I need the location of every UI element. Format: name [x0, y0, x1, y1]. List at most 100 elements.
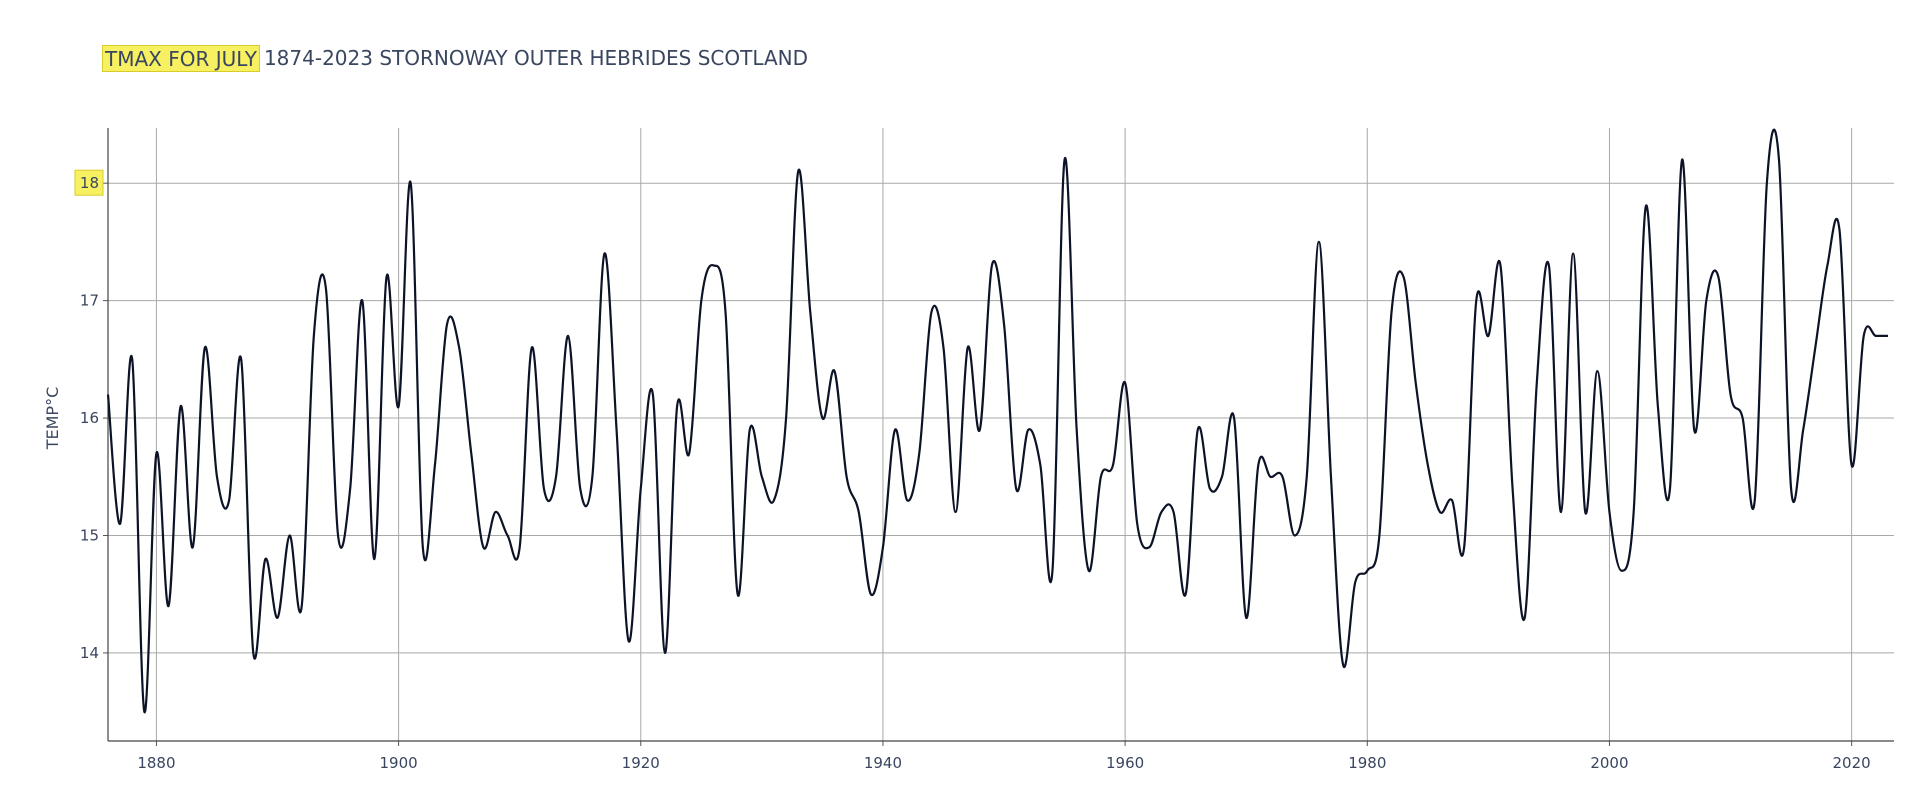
data-point: [1052, 570, 1054, 572]
data-point: [1330, 476, 1332, 478]
data-point: [1003, 323, 1005, 325]
data-point: [265, 558, 267, 560]
data-point: [1863, 335, 1865, 337]
data-point: [1500, 265, 1502, 267]
data-point: [1475, 300, 1477, 302]
data-point: [1027, 429, 1029, 431]
data-point: [1802, 429, 1804, 431]
data-point: [349, 488, 351, 490]
data-point: [737, 593, 739, 595]
data-point: [1790, 488, 1792, 490]
data-point: [253, 652, 255, 654]
data-point: [555, 476, 557, 478]
data-point: [1270, 476, 1272, 478]
data-point: [1536, 382, 1538, 384]
data-point: [1548, 265, 1550, 267]
data-point: [1124, 382, 1126, 384]
data-point: [1839, 229, 1841, 231]
data-point: [1742, 417, 1744, 419]
data-point: [882, 546, 884, 548]
data-point: [361, 300, 363, 302]
data-point: [1778, 159, 1780, 161]
data-point: [156, 452, 158, 454]
data-point: [1693, 429, 1695, 431]
data-point: [894, 429, 896, 431]
y-tick-highlight: [74, 169, 104, 196]
y-tick-label: 17: [80, 292, 99, 310]
data-point: [858, 511, 860, 513]
grid-layer: [108, 128, 1894, 741]
data-point: [713, 265, 715, 267]
data-point: [1415, 382, 1417, 384]
data-point: [446, 323, 448, 325]
title-rest: 1874-2023 STORNOWAY OUTER HEBRIDES SCOTL…: [263, 46, 808, 70]
x-tick-label: 2000: [1590, 754, 1628, 772]
data-point: [1681, 159, 1683, 161]
data-point: [1112, 464, 1114, 466]
y-axis-label: TEMP°C: [43, 387, 62, 451]
data-point: [906, 499, 908, 501]
data-point: [1391, 312, 1393, 314]
data-point: [374, 558, 376, 560]
data-point: [1814, 347, 1816, 349]
y-tick-label: 15: [80, 526, 99, 544]
data-point: [289, 535, 291, 537]
data-point: [1597, 370, 1599, 372]
data-point: [701, 300, 703, 302]
data-point: [483, 546, 485, 548]
data-point: [228, 499, 230, 501]
data-point: [1669, 488, 1671, 490]
data-point: [822, 417, 824, 419]
data-point: [1100, 476, 1102, 478]
data-point: [107, 394, 109, 396]
data-point: [1621, 570, 1623, 572]
data-point: [168, 605, 170, 607]
data-point: [773, 499, 775, 501]
data-point: [458, 347, 460, 349]
data-point: [1197, 429, 1199, 431]
axis-layer: 1880 1900 1920 1940 1960 1980 2000 2020 14 15 16 17…: [74, 128, 1894, 772]
x-tick-label: 1920: [622, 754, 660, 772]
data-point: [834, 370, 836, 372]
data-point: [386, 276, 388, 278]
data-point: [616, 429, 618, 431]
data-point: [1342, 664, 1344, 666]
data-point: [870, 593, 872, 595]
data-point: [1633, 511, 1635, 513]
data-point: [955, 511, 957, 513]
data-point: [1560, 511, 1562, 513]
data-point: [1136, 523, 1138, 525]
data-point: [204, 347, 206, 349]
data-point: [1451, 499, 1453, 501]
data-point: [785, 417, 787, 419]
data-point: [543, 488, 545, 490]
data-point: [325, 288, 327, 290]
data-point: [1185, 593, 1187, 595]
data-point: [797, 171, 799, 173]
data-point: [1524, 617, 1526, 619]
data-point: [1730, 394, 1732, 396]
data-point: [567, 335, 569, 337]
data-point: [131, 359, 133, 361]
data-point: [1294, 535, 1296, 537]
data-point: [1827, 265, 1829, 267]
title-highlight: TMAX FOR JULY: [102, 44, 260, 72]
data-point: [1245, 617, 1247, 619]
line-layer: [106, 128, 1888, 713]
data-point: [640, 488, 642, 490]
data-point: [628, 640, 630, 642]
data-point: [1161, 511, 1163, 513]
data-point: [991, 265, 993, 267]
series-line: [106, 128, 1888, 713]
data-point: [1076, 429, 1078, 431]
data-point: [119, 523, 121, 525]
data-point: [1306, 476, 1308, 478]
data-point: [507, 535, 509, 537]
chart-title: TMAX FOR JULY 1874-2023 STORNOWAY OUTER …: [102, 44, 808, 72]
data-point: [531, 347, 533, 349]
data-point: [337, 535, 339, 537]
y-tick-label: 16: [80, 409, 99, 427]
data-point: [652, 394, 654, 396]
data-point: [301, 605, 303, 607]
data-point: [1609, 511, 1611, 513]
